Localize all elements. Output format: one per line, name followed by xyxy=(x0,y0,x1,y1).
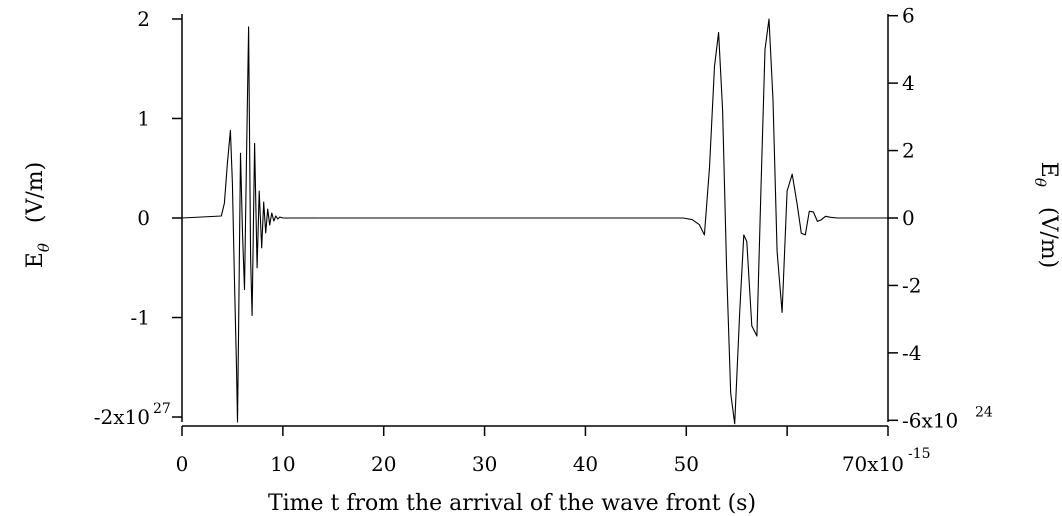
right-y-tick-label: 2 xyxy=(902,139,915,163)
left-y-tick-label: 2 xyxy=(137,7,150,31)
x-tick-label: 50 xyxy=(674,452,699,476)
left-y-tick-label: -1 xyxy=(131,306,150,330)
left-y-axis-title-unit: (V/m) xyxy=(23,162,48,223)
x-tick-label: 30 xyxy=(472,452,497,476)
x-exponent-label: -15 xyxy=(908,446,931,462)
right-y-tick-label: 0 xyxy=(902,206,915,230)
right-y-axis-title-main: E xyxy=(1036,162,1061,178)
x-tick-label: 20 xyxy=(371,452,396,476)
left-y-tick-label: 0 xyxy=(137,206,150,230)
right-y-exponent-label: 24 xyxy=(975,404,993,420)
svg-text:Eθ(V/m): Eθ (V/m) xyxy=(23,162,53,268)
right-y-tick-label: -2 xyxy=(902,273,921,297)
left-y-axis-title-sub: θ xyxy=(35,243,53,252)
series-group xyxy=(181,18,888,425)
x-tick-label: 40 xyxy=(573,452,598,476)
left-y-tick-label: -2x10 xyxy=(94,405,150,429)
right-y-axis-title: Eθ (V/m) xyxy=(1031,162,1061,268)
svg-text:Eθ(V/m): Eθ (V/m) xyxy=(1031,162,1061,268)
x-tick-label: 10 xyxy=(270,452,295,476)
left-y-axis-title-main: E xyxy=(23,252,48,268)
x-tick-label: 70x10 xyxy=(842,452,904,476)
right-y-tick-label: -4 xyxy=(902,341,921,365)
series-line-left xyxy=(181,26,319,423)
left-y-exponent-label: 27 xyxy=(153,401,171,417)
series-line-right xyxy=(318,18,888,425)
tick-marks-group xyxy=(172,14,898,436)
right-y-axis-title-sub: θ xyxy=(1031,178,1049,187)
right-y-tick-label: 4 xyxy=(902,71,915,95)
right-y-tick-label: -6x10 xyxy=(902,408,958,432)
left-y-tick-label: 1 xyxy=(137,106,150,130)
x-axis-title: Time t from the arrival of the wave fron… xyxy=(268,491,756,516)
x-tick-label: 0 xyxy=(176,452,189,476)
left-y-axis-title: Eθ (V/m) xyxy=(23,162,53,268)
right-y-tick-label: 6 xyxy=(902,4,915,28)
right-y-axis-title-unit: (V/m) xyxy=(1036,207,1061,268)
